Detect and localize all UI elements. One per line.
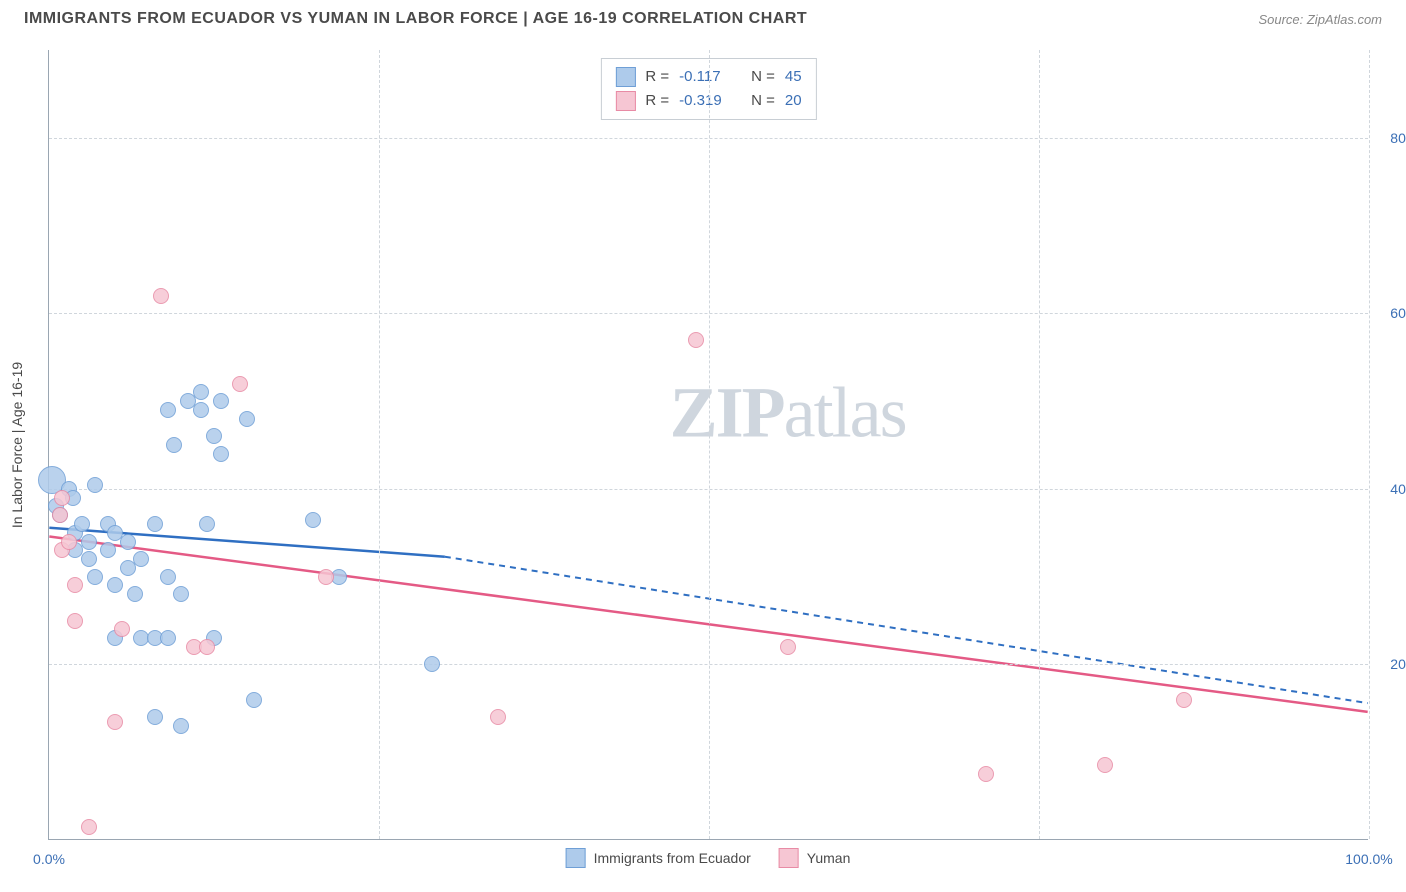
legend-swatch <box>566 848 586 868</box>
point-ecuador <box>213 446 229 462</box>
point-ecuador <box>160 402 176 418</box>
point-yuman <box>67 613 83 629</box>
watermark-bold: ZIP <box>670 372 784 452</box>
x-tick-label: 100.0% <box>1345 851 1392 867</box>
y-tick-label: 40.0% <box>1390 481 1406 497</box>
legend-n-label: N = <box>751 65 775 89</box>
point-yuman <box>780 639 796 655</box>
gridline-vertical <box>379 50 380 839</box>
gridline-vertical <box>1369 50 1370 839</box>
legend-r-label: R = <box>645 89 669 113</box>
legend-swatch <box>779 848 799 868</box>
point-ecuador <box>199 516 215 532</box>
point-ecuador <box>81 534 97 550</box>
point-ecuador <box>173 718 189 734</box>
point-yuman <box>232 376 248 392</box>
point-yuman <box>1176 692 1192 708</box>
point-yuman <box>153 288 169 304</box>
x-tick-label: 0.0% <box>33 851 65 867</box>
watermark-rest: atlas <box>784 372 906 452</box>
point-yuman <box>490 709 506 725</box>
point-ecuador <box>87 477 103 493</box>
point-ecuador <box>81 551 97 567</box>
point-ecuador <box>147 709 163 725</box>
point-ecuador <box>147 516 163 532</box>
point-ecuador <box>160 630 176 646</box>
point-ecuador <box>206 428 222 444</box>
point-yuman <box>318 569 334 585</box>
y-tick-label: 60.0% <box>1390 305 1406 321</box>
point-ecuador <box>107 577 123 593</box>
y-tick-label: 20.0% <box>1390 656 1406 672</box>
y-tick-label: 80.0% <box>1390 130 1406 146</box>
point-ecuador <box>305 512 321 528</box>
series-legend-item: Immigrants from Ecuador <box>566 848 751 868</box>
point-ecuador <box>213 393 229 409</box>
point-yuman <box>67 577 83 593</box>
point-ecuador <box>133 551 149 567</box>
series-legend-item: Yuman <box>779 848 851 868</box>
point-yuman <box>81 819 97 835</box>
legend-swatch <box>615 67 635 87</box>
chart-header: IMMIGRANTS FROM ECUADOR VS YUMAN IN LABO… <box>0 0 1406 36</box>
series-legend-label: Yuman <box>807 850 851 866</box>
point-yuman <box>52 507 68 523</box>
plot-area: In Labor Force | Age 16-19 ZIPatlas R =-… <box>48 50 1368 840</box>
point-yuman <box>107 714 123 730</box>
point-ecuador <box>166 437 182 453</box>
point-ecuador <box>87 569 103 585</box>
point-yuman <box>1097 757 1113 773</box>
y-axis-label: In Labor Force | Age 16-19 <box>9 361 25 527</box>
chart-container: In Labor Force | Age 16-19 ZIPatlas R =-… <box>48 50 1368 840</box>
series-legend: Immigrants from Ecuador Yuman <box>566 848 851 868</box>
legend-r-label: R = <box>645 65 669 89</box>
gridline-vertical <box>709 50 710 839</box>
point-ecuador <box>74 516 90 532</box>
point-ecuador <box>160 569 176 585</box>
point-yuman <box>114 621 130 637</box>
point-ecuador <box>246 692 262 708</box>
point-ecuador <box>193 384 209 400</box>
legend-n-label: N = <box>751 89 775 113</box>
chart-title: IMMIGRANTS FROM ECUADOR VS YUMAN IN LABO… <box>24 10 807 28</box>
legend-r-value: -0.319 <box>679 89 741 113</box>
legend-n-value: 20 <box>785 89 802 113</box>
point-ecuador <box>239 411 255 427</box>
point-yuman <box>61 534 77 550</box>
series-legend-label: Immigrants from Ecuador <box>594 850 751 866</box>
legend-r-value: -0.117 <box>679 65 741 89</box>
point-ecuador <box>127 586 143 602</box>
point-yuman <box>688 332 704 348</box>
point-ecuador <box>193 402 209 418</box>
chart-source: Source: ZipAtlas.com <box>1258 12 1382 27</box>
point-ecuador <box>173 586 189 602</box>
point-yuman <box>199 639 215 655</box>
gridline-vertical <box>1039 50 1040 839</box>
point-ecuador <box>424 656 440 672</box>
legend-swatch <box>615 91 635 111</box>
point-yuman <box>54 490 70 506</box>
point-yuman <box>978 766 994 782</box>
watermark: ZIPatlas <box>670 371 906 454</box>
point-ecuador <box>100 542 116 558</box>
legend-n-value: 45 <box>785 65 802 89</box>
point-ecuador <box>120 534 136 550</box>
